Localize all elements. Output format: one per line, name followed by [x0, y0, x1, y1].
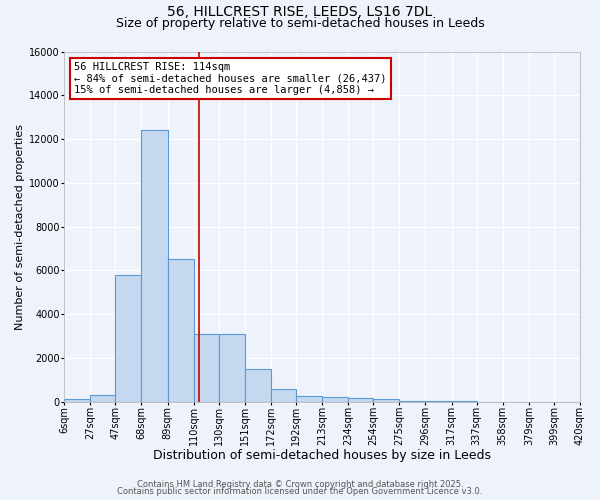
Text: 56, HILLCREST RISE, LEEDS, LS16 7DL: 56, HILLCREST RISE, LEEDS, LS16 7DL: [167, 5, 433, 19]
Bar: [90, 395, 115, 402]
Bar: [167, 260, 194, 402]
Bar: [64, 400, 90, 402]
Bar: [400, 400, 425, 402]
Bar: [322, 398, 348, 402]
Bar: [271, 388, 296, 402]
Bar: [373, 400, 400, 402]
Bar: [218, 334, 245, 402]
Text: Contains public sector information licensed under the Open Government Licence v3: Contains public sector information licen…: [118, 487, 482, 496]
Bar: [348, 398, 373, 402]
Text: 56 HILLCREST RISE: 114sqm
← 84% of semi-detached houses are smaller (26,437)
15%: 56 HILLCREST RISE: 114sqm ← 84% of semi-…: [74, 62, 387, 95]
Bar: [115, 274, 142, 402]
Bar: [425, 401, 452, 402]
Bar: [245, 369, 271, 402]
Bar: [194, 334, 218, 402]
Text: Size of property relative to semi-detached houses in Leeds: Size of property relative to semi-detach…: [116, 18, 484, 30]
Bar: [142, 130, 167, 402]
Bar: [296, 396, 322, 402]
Text: Contains HM Land Registry data © Crown copyright and database right 2025.: Contains HM Land Registry data © Crown c…: [137, 480, 463, 489]
Y-axis label: Number of semi-detached properties: Number of semi-detached properties: [15, 124, 25, 330]
X-axis label: Distribution of semi-detached houses by size in Leeds: Distribution of semi-detached houses by …: [153, 450, 491, 462]
